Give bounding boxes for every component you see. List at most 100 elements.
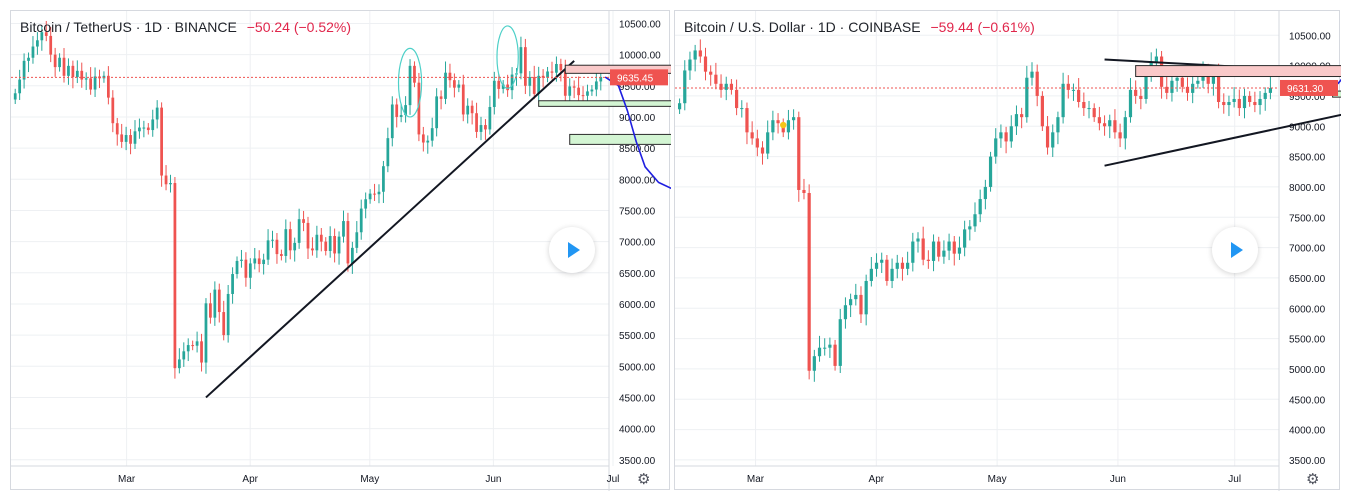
candle-body: [874, 262, 879, 269]
gear-icon[interactable]: ⚙: [1306, 471, 1320, 488]
candlestick-chart-right[interactable]: 3500.00 4000.00 4500.00 5000.00 5500.00 6000.…: [675, 11, 1341, 491]
candle: [900, 257, 905, 281]
candle-body: [253, 258, 257, 264]
price-tick-label: 6000.00: [1289, 304, 1326, 315]
candle-body: [1108, 120, 1112, 127]
candle: [729, 79, 734, 95]
candle: [786, 109, 791, 140]
candle: [27, 52, 30, 73]
candle: [1102, 115, 1107, 136]
price-tick-label: 9000.00: [619, 113, 656, 124]
candle: [475, 102, 478, 138]
play-button-left[interactable]: [549, 227, 595, 273]
candle: [911, 232, 915, 272]
price-tick-label: 6500.00: [619, 269, 656, 280]
candle-body: [1139, 95, 1143, 99]
candle-body: [1196, 80, 1200, 84]
candle-body: [537, 75, 541, 94]
price-tick-label: 4500.00: [619, 393, 656, 404]
candle-body: [386, 138, 390, 167]
candle: [1196, 76, 1200, 89]
candle: [470, 100, 474, 125]
candle: [537, 66, 541, 102]
candle: [155, 100, 159, 129]
candle-body: [280, 254, 283, 256]
candle-body: [346, 221, 350, 264]
candle-body: [1253, 102, 1257, 106]
candle: [53, 47, 57, 77]
candle-body: [1227, 102, 1231, 106]
candle-body: [523, 47, 527, 86]
candle-body: [13, 93, 17, 100]
candle-body: [426, 140, 430, 143]
candle: [342, 210, 345, 243]
candle: [859, 286, 863, 324]
candle-body: [921, 238, 925, 260]
candle-body: [1211, 74, 1216, 84]
candle-body: [843, 305, 848, 320]
symbol-name: Bitcoin / TetherUS: [20, 19, 132, 35]
candle-body: [444, 72, 447, 99]
candle: [169, 174, 172, 193]
candle-body: [506, 84, 509, 91]
candle: [734, 79, 739, 116]
time-tick-label: Jul: [1228, 474, 1241, 485]
candlestick-chart-left[interactable]: 3500.00 4000.00 4500.00 5000.00 5500.00 6000.…: [11, 11, 671, 491]
candle-body: [390, 104, 394, 139]
trendline: [205, 60, 575, 399]
candle-body: [457, 84, 461, 88]
time-tick-label: Jun: [485, 474, 501, 485]
candle: [350, 241, 354, 274]
candle-body: [1175, 77, 1179, 81]
price-tick-label: 3500.00: [619, 456, 656, 467]
candle-body: [169, 183, 172, 185]
candle: [413, 61, 416, 88]
candle-body: [519, 47, 523, 74]
candle-body: [688, 59, 692, 71]
candle: [510, 67, 514, 100]
candle-body: [828, 344, 832, 348]
play-button-right[interactable]: [1212, 227, 1258, 273]
chart-panel-left[interactable]: 3500.00 4000.00 4500.00 5000.00 5500.00 6000.…: [10, 10, 671, 491]
candle: [978, 189, 982, 223]
candle: [1263, 87, 1267, 111]
candle: [49, 26, 53, 63]
candle-body: [439, 96, 443, 99]
candle-body: [377, 191, 381, 195]
highlight-ellipse: [496, 25, 519, 89]
candle-body: [120, 134, 124, 142]
candle: [248, 258, 252, 289]
candle-body: [581, 95, 585, 97]
time-tick-label: Apr: [242, 474, 258, 485]
candle-body: [1258, 98, 1262, 106]
price-tick-label: 9500.00: [1289, 92, 1326, 103]
candle-body: [1087, 108, 1091, 110]
candle-body: [1134, 89, 1138, 96]
price-tick-label: 5500.00: [619, 331, 656, 342]
candle: [931, 234, 936, 272]
time-tick-label: Jun: [1110, 474, 1126, 485]
candle-body: [510, 74, 514, 91]
candle: [906, 251, 910, 276]
candle-body: [786, 120, 791, 133]
candle-body: [755, 138, 759, 148]
candle-body: [1077, 89, 1081, 102]
candle: [173, 177, 177, 379]
price-tick-label: 10500.00: [1289, 31, 1331, 42]
candle: [359, 199, 363, 240]
candle-body: [284, 229, 288, 256]
candle: [864, 274, 868, 326]
candle-body: [337, 236, 341, 254]
candle: [1071, 83, 1076, 101]
last-price-label: 9635.45: [617, 73, 654, 84]
candle: [952, 236, 956, 266]
candle-body: [49, 35, 53, 55]
candle-body: [1009, 126, 1013, 142]
candle-body: [750, 132, 754, 139]
gear-icon[interactable]: ⚙: [637, 471, 651, 488]
candle: [328, 226, 332, 258]
price-tick-label: 6500.00: [1289, 274, 1326, 285]
candle: [838, 308, 842, 373]
candle: [439, 90, 443, 110]
chart-panel-right[interactable]: 3500.00 4000.00 4500.00 5000.00 5500.00 6000.…: [674, 10, 1341, 491]
